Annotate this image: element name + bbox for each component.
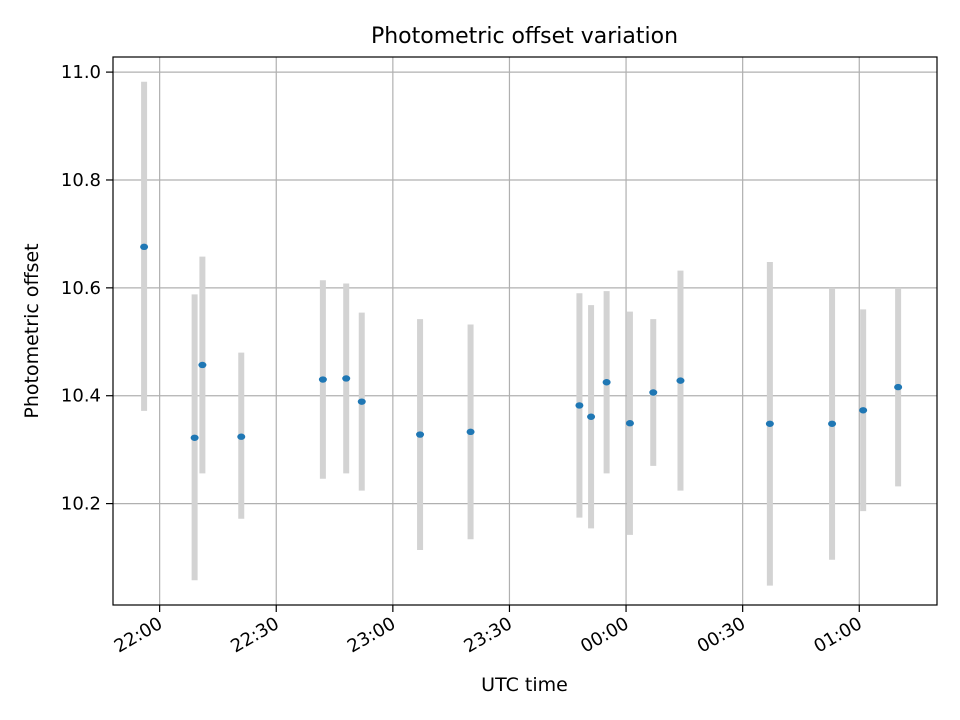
data-point bbox=[649, 389, 658, 396]
x-axis: 22:00 22:30 23:00 23:30 00:00 00:30 01:00 bbox=[111, 605, 866, 657]
data-point bbox=[198, 361, 207, 369]
x-axis-label: UTC time bbox=[481, 674, 568, 696]
data-point bbox=[894, 383, 903, 391]
y-tick-label: 10.4 bbox=[61, 386, 101, 407]
data-point bbox=[318, 376, 327, 383]
y-tick-label: 10.8 bbox=[61, 170, 101, 191]
data-point bbox=[342, 375, 351, 382]
data-point bbox=[828, 420, 837, 427]
data-point bbox=[859, 407, 868, 414]
y-axis: 10.2 10.4 10.6 10.8 11.0 bbox=[61, 62, 113, 515]
data-point bbox=[357, 398, 366, 405]
x-tick-label: 01:00 bbox=[810, 613, 865, 657]
y-tick-label: 10.6 bbox=[61, 278, 101, 299]
x-tick-label: 23:30 bbox=[461, 613, 516, 657]
data-point bbox=[676, 377, 685, 384]
y-axis-label: Photometric offset bbox=[21, 243, 43, 418]
chart-title: Photometric offset variation bbox=[371, 24, 678, 49]
data-point bbox=[587, 413, 596, 420]
data-point bbox=[625, 420, 634, 427]
x-tick-label: 00:00 bbox=[577, 613, 632, 657]
x-tick-label: 22:30 bbox=[227, 613, 282, 657]
data-point bbox=[765, 420, 774, 427]
x-tick-label: 23:00 bbox=[344, 613, 399, 657]
data-point bbox=[190, 434, 199, 441]
data-point bbox=[237, 433, 246, 440]
y-tick-label: 10.2 bbox=[61, 494, 101, 515]
data-points bbox=[140, 243, 903, 441]
grid bbox=[113, 57, 937, 605]
data-point bbox=[602, 379, 611, 386]
data-point bbox=[466, 428, 475, 436]
data-point bbox=[416, 431, 425, 438]
y-tick-label: 11.0 bbox=[61, 62, 101, 83]
x-tick-label: 00:30 bbox=[694, 613, 749, 657]
data-point bbox=[575, 402, 584, 409]
x-tick-label: 22:00 bbox=[111, 613, 166, 657]
data-point bbox=[140, 243, 149, 251]
plot-frame bbox=[112, 56, 938, 606]
error-bars bbox=[141, 81, 902, 586]
